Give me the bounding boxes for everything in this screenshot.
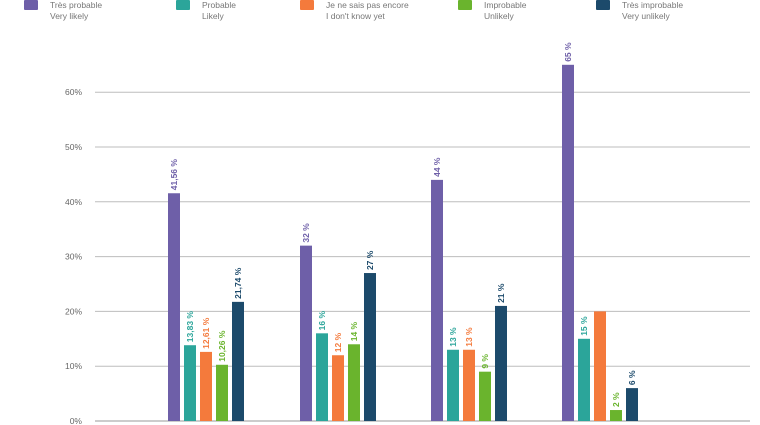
- legend-label: Je ne sais pas encore I don't know yet: [326, 0, 409, 22]
- legend-item: Je ne sais pas encore I don't know yet: [300, 0, 409, 22]
- y-tick-label: 0%: [70, 416, 83, 425]
- data-label: 13 %: [464, 327, 474, 347]
- legend-label-en: Unlikely: [484, 11, 514, 21]
- bar: [447, 349, 459, 421]
- data-label: 44 %: [432, 157, 442, 177]
- bar: [479, 371, 491, 421]
- bar: [495, 305, 507, 421]
- bar: [463, 349, 475, 421]
- bar: [200, 351, 212, 421]
- chart-legend: Très probable Very likely Probable Likely Je…: [0, 0, 760, 30]
- bar: [168, 193, 180, 421]
- legend-item: Très improbable Very unlikely: [596, 0, 683, 22]
- data-label: 12,61 %: [201, 317, 211, 349]
- legend-label-en: Likely: [202, 11, 224, 21]
- legend-item: Très probable Very likely: [24, 0, 102, 22]
- data-label: 6 %: [627, 370, 637, 385]
- data-label: 41,56 %: [169, 159, 179, 191]
- data-label: 32 %: [301, 223, 311, 243]
- legend-label-fr: Improbable: [484, 0, 527, 10]
- y-tick-label: 40%: [65, 197, 82, 207]
- legend-swatch: [300, 0, 314, 10]
- data-label: 2 %: [611, 392, 621, 407]
- y-tick-label: 10%: [65, 361, 82, 371]
- data-label: 27 %: [365, 250, 375, 270]
- bar: [594, 311, 606, 421]
- bar: [626, 388, 638, 421]
- bar: [184, 345, 196, 421]
- data-label: 21,74 %: [233, 267, 243, 299]
- bar: [431, 179, 443, 421]
- bar: [332, 355, 344, 421]
- y-tick-label: 60%: [65, 87, 82, 97]
- bar: [300, 245, 312, 421]
- bar: [578, 338, 590, 421]
- data-label: 65 %: [563, 42, 573, 62]
- legend-label: Improbable Unlikely: [484, 0, 527, 22]
- legend-label-en: Very unlikely: [622, 11, 670, 21]
- legend-label-en: I don't know yet: [326, 11, 385, 21]
- bar: [610, 410, 622, 421]
- legend-label: Très probable Very likely: [50, 0, 102, 22]
- bar: [364, 273, 376, 421]
- legend-label-fr: Très improbable: [622, 0, 684, 10]
- legend-label-fr: Probable: [202, 0, 237, 10]
- legend-label-fr: Très probable: [50, 0, 103, 10]
- data-label: 15 %: [579, 316, 589, 336]
- legend-swatch: [458, 0, 472, 10]
- bar: [316, 333, 328, 421]
- data-label: 14 %: [349, 321, 359, 341]
- legend-label: Probable Likely: [202, 0, 236, 22]
- data-label: 21 %: [496, 283, 506, 303]
- bar: [348, 344, 360, 421]
- bar: [232, 301, 244, 421]
- legend-swatch: [176, 0, 190, 10]
- data-label: 13 %: [448, 327, 458, 347]
- bar: [216, 364, 228, 421]
- legend-label-en: Very likely: [50, 11, 89, 21]
- data-label: 13,83 %: [185, 311, 195, 343]
- data-label: 12 %: [333, 332, 343, 352]
- y-tick-label: 50%: [65, 142, 82, 152]
- legend-item: Improbable Unlikely: [458, 0, 527, 22]
- data-label: 16 %: [317, 311, 327, 331]
- data-label: 9 %: [480, 354, 490, 369]
- data-label: 10,26 %: [217, 330, 227, 362]
- y-tick-label: 30%: [65, 252, 82, 262]
- bar: [562, 64, 574, 422]
- legend-item: Probable Likely: [176, 0, 236, 22]
- y-tick-label: 20%: [65, 306, 82, 316]
- legend-label: Très improbable Very unlikely: [622, 0, 683, 22]
- legend-label-fr: Je ne sais pas encore: [326, 0, 409, 10]
- legend-swatch: [24, 0, 38, 10]
- legend-swatch: [596, 0, 610, 10]
